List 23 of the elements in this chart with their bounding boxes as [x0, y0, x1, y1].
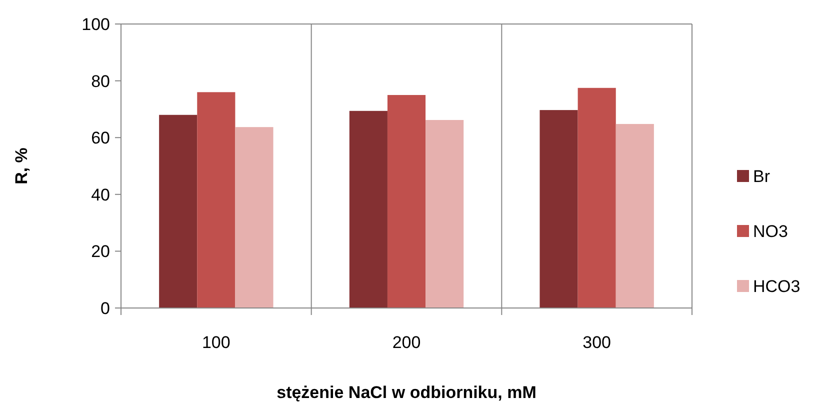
x-tick-label: 300: [582, 333, 612, 352]
bar: [235, 127, 274, 308]
legend-label: NO3: [753, 222, 788, 241]
y-tick-label: 0: [100, 298, 110, 318]
legend-label: HCO3: [753, 276, 800, 296]
bar: [349, 110, 388, 308]
y-axis-title: R, %: [12, 148, 31, 184]
y-tick-label: 80: [91, 72, 110, 91]
y-tick-label: 60: [91, 128, 110, 148]
bar: [197, 92, 236, 308]
bar: [387, 95, 426, 308]
bar: [578, 88, 616, 308]
legend-label: Br: [753, 166, 770, 186]
y-tick-label: 20: [91, 242, 110, 262]
bar: [616, 124, 654, 308]
bar: [159, 114, 198, 308]
x-tick-label: 100: [202, 333, 230, 352]
x-tick-label: 200: [392, 333, 421, 352]
y-tick-label: 100: [82, 14, 110, 34]
x-axis-title: stężenie NaCl w odbiorniku, mM: [276, 383, 536, 402]
y-tick-label: 40: [91, 185, 110, 204]
bar: [540, 110, 578, 308]
bar: [426, 120, 464, 308]
